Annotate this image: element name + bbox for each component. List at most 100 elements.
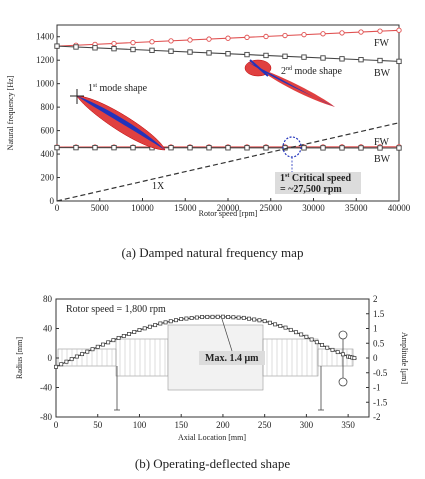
y2-tick-label-b: 2 (373, 294, 378, 304)
amplitude-point (85, 349, 90, 354)
x-tick-label-a: 5000 (91, 203, 110, 213)
series-point-a (149, 47, 155, 54)
amplitude-point (352, 356, 357, 361)
amplitude-point (59, 362, 64, 367)
amplitude-point (294, 330, 298, 335)
amplitude-point (273, 322, 278, 327)
series-point-a (263, 52, 269, 59)
y-tick-label-a: 400 (41, 149, 55, 159)
y2-tick-label-b: -1.5 (373, 397, 388, 407)
y2-axis-label-b: Amplitude [μm] (400, 332, 409, 384)
series-point-a (111, 46, 117, 52)
series-point-a (396, 58, 402, 65)
y2-tick-label-b: 1.5 (373, 309, 385, 319)
amplitude-point (137, 328, 142, 332)
amplitude-point (236, 315, 241, 320)
series-point-a (301, 145, 307, 151)
series-point-a (339, 56, 345, 62)
amplitude-point (330, 347, 335, 352)
amplitude-point (184, 316, 189, 321)
caption-a: (a) Damped natural frequency map (121, 245, 304, 260)
x-tick-label-a: 0 (55, 203, 60, 213)
mode-shape-1-glyph (70, 89, 166, 151)
x-tick-label-b: 0 (54, 420, 59, 430)
amplitude-point (100, 342, 105, 347)
series-point-a (149, 39, 155, 45)
amplitude-point (121, 333, 126, 338)
amplitude-point (210, 314, 215, 319)
caption-b: (b) Operating-deflected shape (134, 456, 291, 471)
y-tick-label-a: 1400 (36, 32, 55, 42)
series-point-a (111, 40, 117, 47)
x-tick-label-a: 20000 (217, 203, 240, 213)
y2-tick-label-b: 0.5 (373, 338, 385, 348)
amplitude-point (163, 320, 168, 325)
label-bw-top: BW (374, 68, 391, 79)
amplitude-point (288, 327, 293, 332)
x-tick-label-a: 15000 (174, 203, 197, 213)
y-tick-label-b: 80 (43, 294, 53, 304)
max-leader-line (221, 318, 233, 352)
series-point-a (168, 38, 174, 44)
critical-speed-box (275, 172, 361, 194)
x-tick-label-b: 100 (133, 420, 147, 430)
series-point-a (244, 34, 250, 40)
y-tick-label-b: 40 (43, 324, 53, 334)
amplitude-point (247, 316, 251, 321)
series-point-a (92, 145, 98, 151)
x-axis-label-a: Rotor speed [rpm] (199, 209, 258, 218)
amplitude-point (241, 315, 246, 320)
amplitude-point (304, 334, 309, 339)
x-tick-label-a: 25000 (260, 203, 283, 213)
series-point-a (339, 145, 345, 151)
max-annotation-box (199, 351, 265, 365)
amplitude-point (267, 320, 272, 325)
series-point-a (244, 145, 250, 151)
amplitude-point (106, 340, 111, 345)
series-point-a (320, 55, 326, 61)
y2-tick-label-b: 1 (373, 324, 378, 334)
series-point-a (168, 48, 174, 54)
amplitude-point (189, 316, 194, 320)
series-point-a (225, 145, 231, 151)
amplitude-point (340, 352, 345, 357)
series-point-a (358, 29, 364, 35)
amplitude-point (69, 357, 74, 362)
amplitude-point (220, 314, 225, 319)
series-point-a (130, 39, 136, 46)
amplitude-point (257, 318, 262, 323)
amplitude-point (194, 315, 199, 320)
y-tick-label-a: 200 (41, 173, 55, 183)
y-tick-label-a: 600 (41, 126, 55, 136)
series-point-a (377, 28, 383, 34)
amplitude-point (215, 314, 220, 319)
x-tick-label-a: 10000 (131, 203, 154, 213)
axis-ticks-b: 0 50 100 150 200 250 300 350 -80 -40 0 40 80 -2 -1.5 -1… (40, 294, 388, 430)
y-tick-label-a: 800 (41, 102, 55, 112)
amplitude-point (174, 318, 178, 323)
series-point-a (206, 50, 212, 56)
amplitude-point (252, 317, 257, 322)
x-axis-label-b: Axial Location [mm] (178, 433, 246, 442)
series-point-a (282, 32, 288, 39)
amplitude-point (335, 350, 340, 355)
label-mode-1: 1st mode shape (88, 83, 148, 94)
series-point-a (130, 46, 136, 53)
rotor-hatching (61, 339, 353, 376)
series-point-a (377, 57, 383, 64)
bearing-right (318, 366, 324, 411)
amplitude-point (90, 347, 95, 352)
y2-tick-label-b: -2 (373, 412, 381, 422)
amplitude-point (127, 332, 131, 336)
amplitude-point (116, 335, 121, 340)
mode-shape-2-glyph (244, 59, 335, 107)
y2-tick-label-b: -1 (373, 383, 381, 393)
amplitude-point (54, 364, 58, 369)
bearing-left (114, 366, 120, 411)
x-tick-label-b: 250 (258, 420, 272, 430)
amplitude-point (64, 359, 69, 364)
y-tick-label-a: 1000 (36, 79, 55, 89)
x-tick-label-b: 350 (341, 420, 355, 430)
amplitude-point (168, 319, 173, 324)
operating-deflected-shape: 0 50 100 150 200 250 300 350 -80 -40 0 40 80 -2 -1.5 -1… (15, 294, 409, 442)
